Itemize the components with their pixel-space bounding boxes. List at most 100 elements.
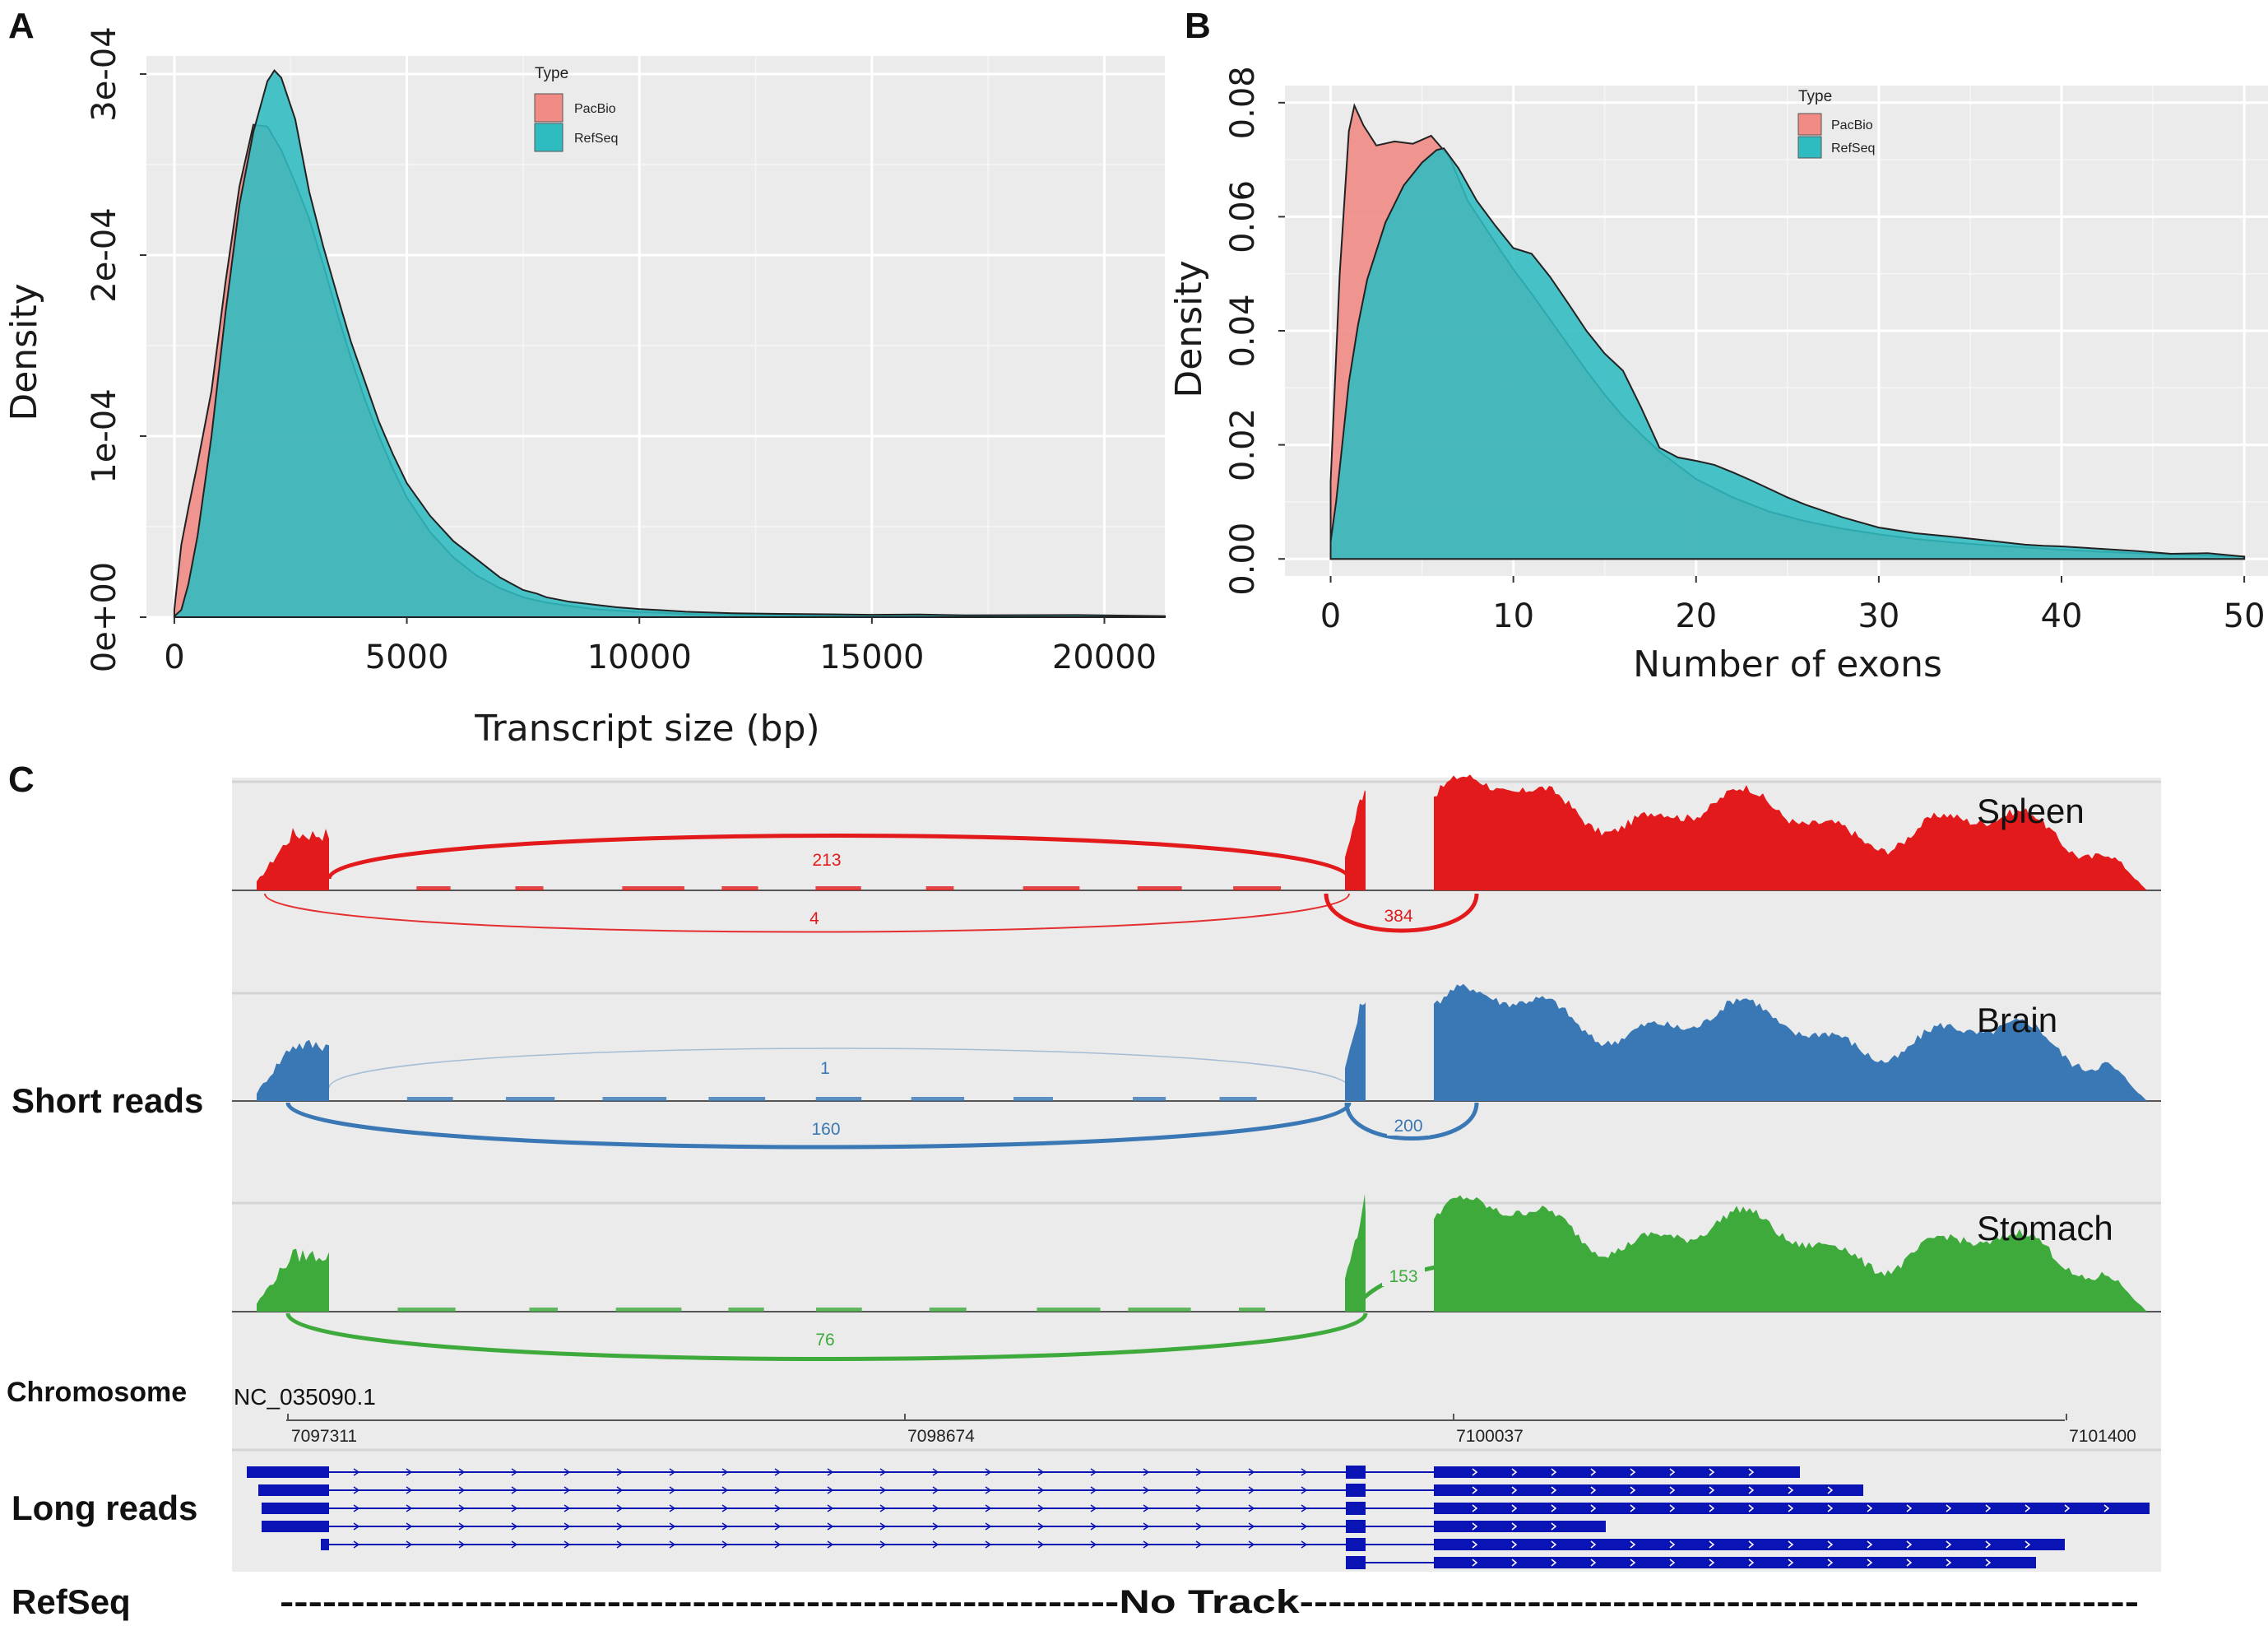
chart-b-x-tick-label: 40 bbox=[2041, 597, 2083, 635]
coverage-intronic-stomach bbox=[929, 1308, 967, 1312]
junction-label-brain-160: 160 bbox=[811, 1120, 840, 1139]
row-label-chromosome: Chromosome bbox=[7, 1377, 187, 1408]
coverage-intronic-stomach bbox=[1037, 1308, 1101, 1312]
track-name-brain: Brain bbox=[1977, 1001, 2057, 1039]
coverage-exon3-stomach bbox=[1434, 1195, 2147, 1312]
sashimi-plot: 213 4 384 1 160 200 153 76 Spleen Brain Stomach… bbox=[232, 774, 2161, 1572]
coverage-intronic-spleen bbox=[1137, 886, 1182, 890]
long-reads-track bbox=[247, 1466, 2150, 1569]
junction-label-brain-200: 200 bbox=[1394, 1117, 1422, 1136]
sashimi-track-spleen bbox=[232, 774, 2161, 891]
chromosome-name: NC_035090.1 bbox=[234, 1384, 376, 1410]
coverage-intronic-brain bbox=[911, 1097, 965, 1101]
coordinate-tick-label: 7098674 bbox=[907, 1427, 975, 1446]
chart-a-y-axis-title: Density bbox=[3, 283, 45, 420]
coverage-exon1-stomach bbox=[257, 1248, 329, 1312]
coverage-exon2-stomach bbox=[1345, 1194, 1366, 1312]
junction-arc-spleen-4 bbox=[264, 893, 1350, 933]
chart-b-legend: Type PacBio RefSeq bbox=[1797, 88, 1875, 159]
chart-b-y-tick-label: 0.06 bbox=[1224, 180, 1262, 253]
chart-a-x-axis-title: Transcript size (bp) bbox=[474, 708, 819, 750]
panel-b-letter: B bbox=[1185, 6, 1211, 46]
junction-label-spleen-384: 384 bbox=[1384, 907, 1412, 926]
long-read-3 bbox=[262, 1502, 2150, 1515]
junction-label-spleen-4: 4 bbox=[809, 909, 819, 928]
junction-arc-brain-160 bbox=[285, 1102, 1352, 1150]
chart-b-x-tick-label: 0 bbox=[1320, 597, 1341, 635]
coordinate-tick-label: 7097311 bbox=[291, 1427, 357, 1446]
junction-arc-brain-200 bbox=[1344, 1102, 1479, 1141]
coverage-intronic-spleen bbox=[925, 886, 954, 890]
chart-a-y-tick-label: 1e-04 bbox=[86, 388, 123, 483]
coverage-intronic-spleen bbox=[1023, 886, 1080, 890]
long-read-4 bbox=[262, 1520, 1606, 1533]
long-read-6 bbox=[1346, 1556, 2036, 1569]
coverage-intronic-brain bbox=[1133, 1097, 1166, 1101]
coverage-intronic-brain bbox=[708, 1097, 766, 1101]
junction-arc-spleen-213 bbox=[327, 834, 1352, 880]
chart-b: 0 10 20 30 40 50 0.00 0.02 0.04 0.06 0.08 Number o… bbox=[1168, 66, 2268, 685]
coverage-exon3-brain bbox=[1434, 983, 2147, 1101]
chart-a-y-tick-label: 3e-04 bbox=[86, 26, 123, 121]
chart-a-y-tick-label: 0e+00 bbox=[86, 562, 123, 672]
chart-b-x-tick-label: 30 bbox=[1858, 597, 1899, 635]
long-read-5 bbox=[321, 1538, 2065, 1551]
coverage-intronic-spleen bbox=[815, 886, 861, 890]
junction-label-brain-1: 1 bbox=[820, 1059, 830, 1078]
long-read-1 bbox=[247, 1466, 1800, 1479]
row-label-long-reads: Long reads bbox=[12, 1489, 197, 1527]
panel-a-letter: A bbox=[8, 6, 35, 46]
chart-b-x-axis-title: Number of exons bbox=[1633, 643, 1942, 685]
junction-arc-stomach-76 bbox=[285, 1312, 1368, 1361]
chart-b-area-refseq bbox=[1329, 147, 2246, 560]
coverage-intronic-stomach bbox=[1238, 1308, 1266, 1312]
coverage-intronic-stomach bbox=[397, 1308, 456, 1312]
chart-a-area-refseq bbox=[173, 68, 1166, 618]
track-name-spleen: Spleen bbox=[1977, 792, 2085, 830]
junction-label-stomach-76: 76 bbox=[815, 1331, 834, 1350]
coverage-intronic-brain bbox=[602, 1097, 667, 1101]
coverage-intronic-stomach bbox=[728, 1308, 764, 1312]
coverage-intronic-spleen bbox=[1233, 886, 1282, 890]
chart-a-legend-label-pacbio: PacBio bbox=[574, 102, 616, 116]
chart-b-legend-swatch-refseq bbox=[1797, 136, 1822, 159]
coverage-intronic-brain bbox=[1013, 1097, 1053, 1101]
chart-b-y-tick-label: 0.04 bbox=[1224, 294, 1262, 367]
coverage-exon3-spleen bbox=[1434, 774, 2147, 890]
coverage-exon2-spleen bbox=[1345, 790, 1366, 890]
chart-a-x-tick-label: 10000 bbox=[587, 639, 692, 676]
long-read-2 bbox=[258, 1484, 1863, 1497]
coverage-intronic-brain bbox=[1219, 1097, 1257, 1101]
chart-b-x-tick-label: 20 bbox=[1675, 597, 1717, 635]
chart-a-legend-swatch-pacbio bbox=[534, 93, 564, 123]
chart-a: 0 5000 10000 15000 20000 0e+00 1e-04 2e-04 3e-04… bbox=[3, 26, 1166, 750]
chart-b-y-axis-title: Density bbox=[1168, 260, 1210, 397]
refseq-no-track-text: ----------------------------------------… bbox=[280, 1584, 2139, 1620]
junction-arc-brain-1 bbox=[328, 1048, 1350, 1089]
chart-a-x-tick-label: 15000 bbox=[819, 639, 924, 676]
coverage-exon1-spleen bbox=[257, 828, 329, 890]
chart-b-legend-label-pacbio: PacBio bbox=[1831, 118, 1873, 132]
chart-a-y-tick-label: 2e-04 bbox=[86, 207, 123, 302]
chart-b-legend-label-refseq: RefSeq bbox=[1831, 142, 1875, 156]
sashimi-track-brain bbox=[232, 983, 2161, 1102]
row-label-refseq: RefSeq bbox=[12, 1582, 131, 1621]
chart-a-legend: Type PacBio RefSeq bbox=[534, 65, 618, 152]
junction-arc-spleen-384 bbox=[1324, 893, 1479, 933]
chart-a-legend-swatch-refseq bbox=[534, 123, 564, 152]
chart-a-x-tick-label: 5000 bbox=[365, 639, 449, 676]
coordinate-tick-label: 7101400 bbox=[2069, 1427, 2136, 1446]
coordinate-tick-label: 7100037 bbox=[1456, 1427, 1524, 1446]
chart-b-y-tick-label: 0.02 bbox=[1224, 408, 1262, 481]
coverage-intronic-brain bbox=[406, 1097, 453, 1101]
coverage-intronic-spleen bbox=[416, 886, 451, 890]
coverage-intronic-stomach bbox=[1128, 1308, 1191, 1312]
chart-a-legend-label-refseq: RefSeq bbox=[574, 132, 618, 146]
chart-b-y-tick-label: 0.08 bbox=[1224, 66, 1262, 139]
junction-label-spleen-213: 213 bbox=[812, 851, 841, 870]
coverage-intronic-brain bbox=[815, 1097, 862, 1101]
coverage-intronic-spleen bbox=[622, 886, 684, 890]
chart-a-x-tick-label: 20000 bbox=[1052, 639, 1157, 676]
coverage-intronic-stomach bbox=[615, 1308, 682, 1312]
